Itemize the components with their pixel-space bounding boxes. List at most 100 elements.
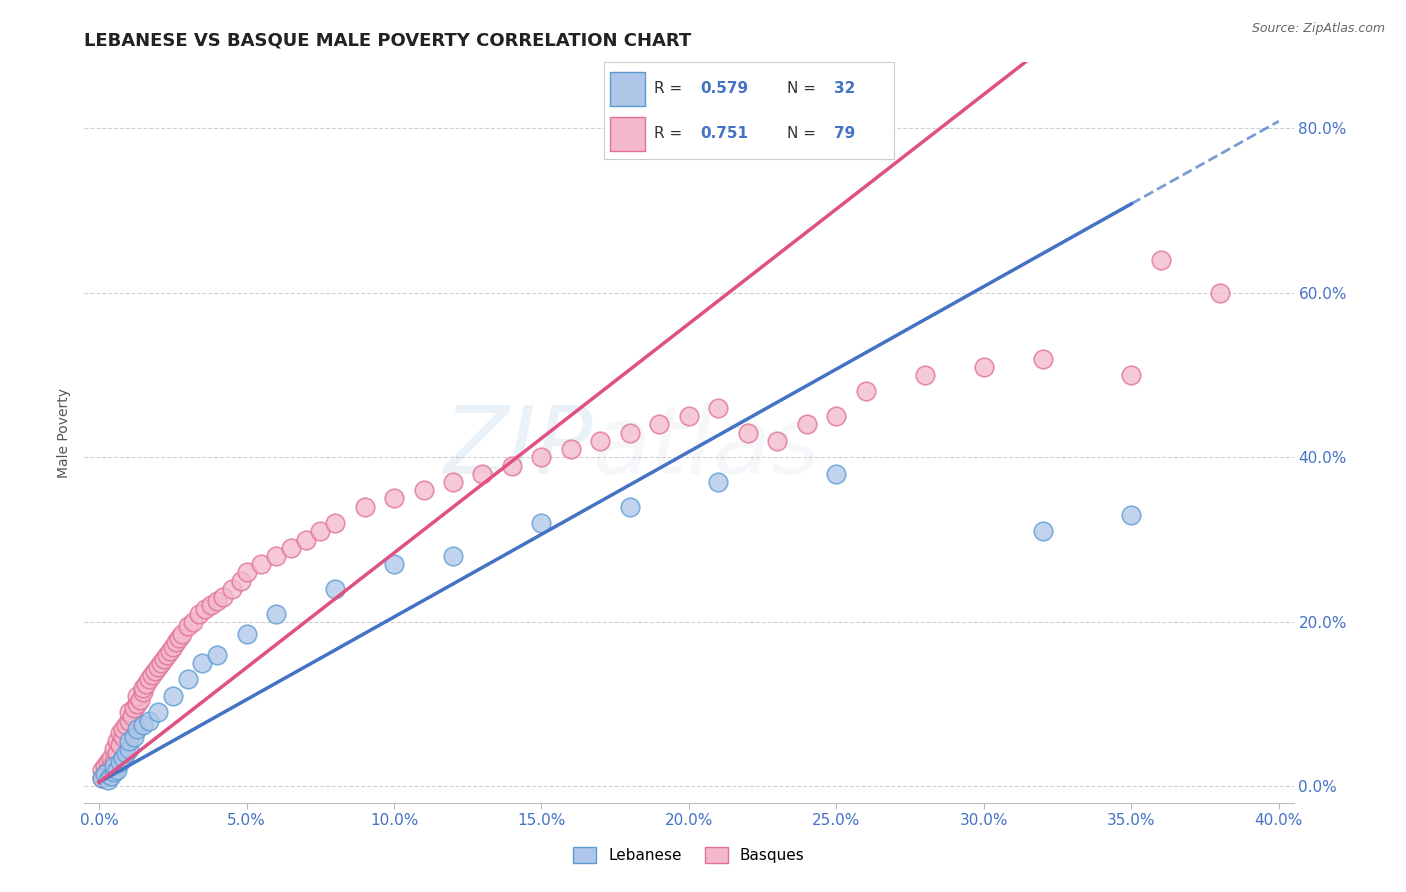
Point xyxy=(200,599,222,613)
Point xyxy=(183,615,205,629)
Point xyxy=(100,758,122,772)
Point xyxy=(382,558,405,572)
Point xyxy=(678,409,700,424)
Point xyxy=(94,758,117,772)
Point xyxy=(229,574,252,588)
Point xyxy=(117,714,139,728)
Point xyxy=(766,434,789,448)
Point xyxy=(150,656,173,670)
Point xyxy=(117,742,139,756)
Point xyxy=(94,767,117,781)
Point xyxy=(825,409,848,424)
Point xyxy=(825,467,848,481)
Point xyxy=(323,582,346,596)
Point xyxy=(309,524,332,539)
Text: ZIP: ZIP xyxy=(443,402,592,493)
Point xyxy=(105,747,128,761)
Point xyxy=(589,434,612,448)
Point xyxy=(235,566,257,580)
Point xyxy=(117,706,139,720)
Point xyxy=(707,401,730,415)
Point xyxy=(132,717,155,731)
Point xyxy=(441,549,464,563)
Point xyxy=(648,417,671,432)
Point xyxy=(280,541,302,555)
Point xyxy=(205,594,228,608)
Point xyxy=(1032,351,1054,366)
Point xyxy=(1150,252,1173,267)
Point xyxy=(97,772,120,787)
Point xyxy=(138,714,160,728)
Point xyxy=(91,771,114,785)
Point xyxy=(1209,285,1232,300)
Point xyxy=(156,648,179,662)
Point xyxy=(108,726,131,740)
Point xyxy=(91,771,114,785)
Point xyxy=(91,763,114,777)
Point xyxy=(501,458,523,473)
Point xyxy=(221,582,243,596)
Point xyxy=(914,368,936,382)
Point xyxy=(855,384,877,399)
Point xyxy=(97,755,120,769)
Point xyxy=(108,738,131,752)
Point xyxy=(707,475,730,489)
Point xyxy=(353,500,375,514)
Point xyxy=(146,660,169,674)
Point xyxy=(105,763,128,777)
Point xyxy=(264,607,287,621)
Point xyxy=(141,668,163,682)
Point xyxy=(132,685,155,699)
Point xyxy=(162,689,184,703)
Point xyxy=(124,730,146,744)
Point xyxy=(103,742,125,756)
Point xyxy=(560,442,582,456)
Point xyxy=(176,619,198,633)
Point xyxy=(111,722,134,736)
Point xyxy=(94,767,117,781)
Point xyxy=(97,763,120,777)
Legend: Lebanese, Basques: Lebanese, Basques xyxy=(567,841,811,869)
Point xyxy=(796,417,818,432)
Point xyxy=(124,701,146,715)
Point xyxy=(176,673,198,687)
Point xyxy=(1121,368,1143,382)
Point xyxy=(103,755,125,769)
Text: Source: ZipAtlas.com: Source: ZipAtlas.com xyxy=(1251,22,1385,36)
Point xyxy=(100,750,122,764)
Point xyxy=(250,558,273,572)
Point xyxy=(138,673,160,687)
Point xyxy=(135,676,157,690)
Point xyxy=(382,491,405,506)
Point xyxy=(114,747,136,761)
Point xyxy=(323,516,346,530)
Point xyxy=(973,359,995,374)
Point xyxy=(619,500,641,514)
Point xyxy=(1121,508,1143,522)
Point xyxy=(117,734,139,748)
Point xyxy=(143,664,166,678)
Point xyxy=(194,602,217,616)
Point xyxy=(412,483,434,498)
Point xyxy=(191,656,214,670)
Point xyxy=(105,734,128,748)
Point xyxy=(132,681,155,695)
Point xyxy=(530,450,553,465)
Y-axis label: Male Poverty: Male Poverty xyxy=(58,388,72,477)
Point xyxy=(294,533,316,547)
Point xyxy=(1032,524,1054,539)
Text: LEBANESE VS BASQUE MALE POVERTY CORRELATION CHART: LEBANESE VS BASQUE MALE POVERTY CORRELAT… xyxy=(84,32,692,50)
Point xyxy=(471,467,494,481)
Point xyxy=(114,717,136,731)
Point xyxy=(111,730,134,744)
Point xyxy=(619,425,641,440)
Point xyxy=(530,516,553,530)
Point xyxy=(441,475,464,489)
Point xyxy=(100,769,122,783)
Point xyxy=(146,706,169,720)
Point xyxy=(153,652,176,666)
Point xyxy=(108,755,131,769)
Point xyxy=(264,549,287,563)
Point xyxy=(103,758,125,772)
Point xyxy=(129,693,152,707)
